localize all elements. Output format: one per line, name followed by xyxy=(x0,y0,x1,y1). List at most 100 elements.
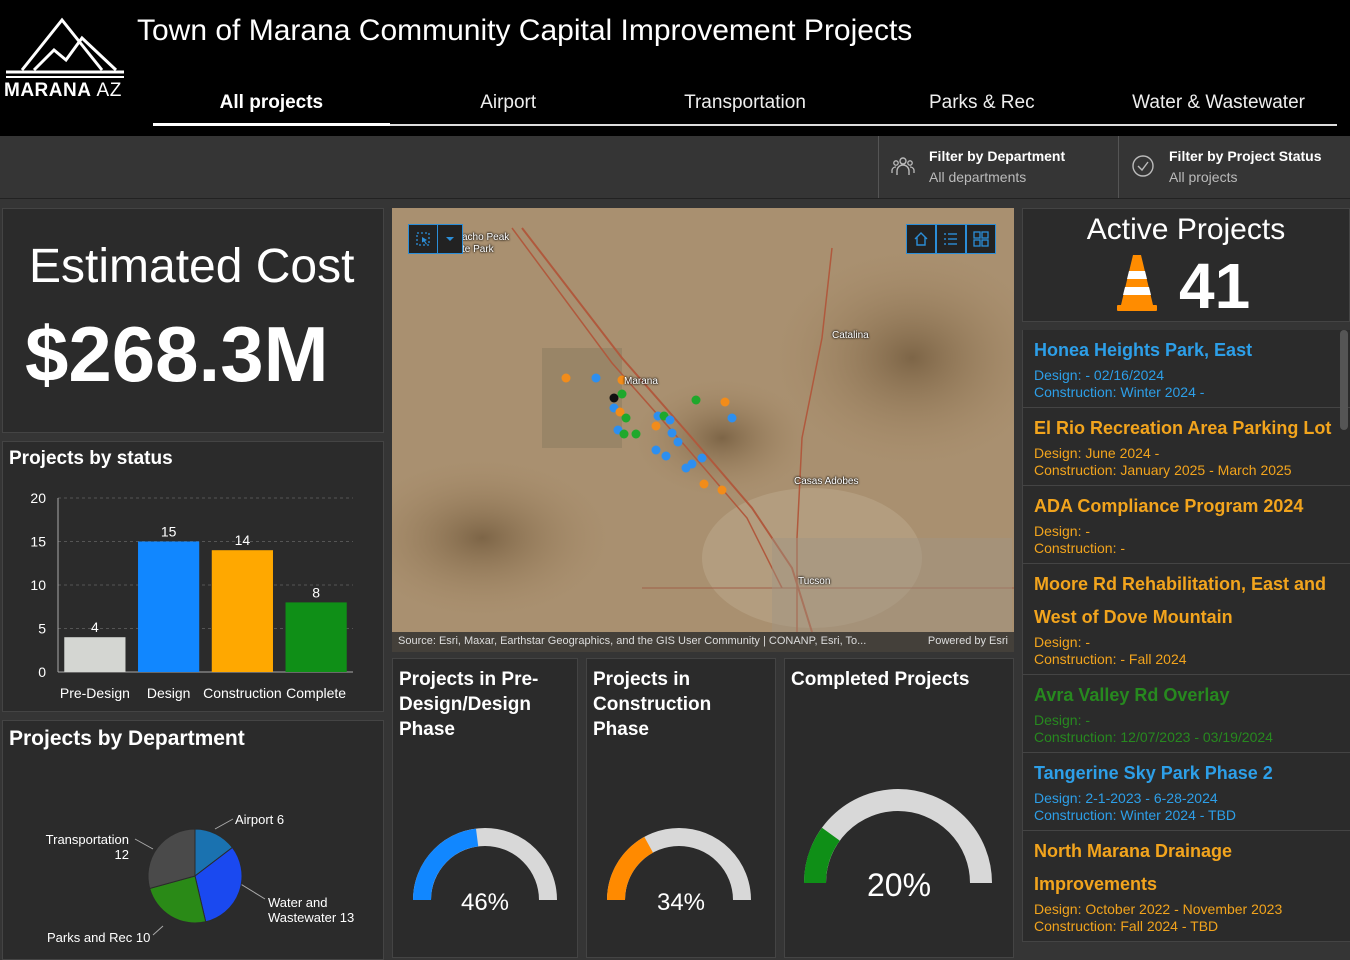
map-marker[interactable] xyxy=(699,479,709,489)
map-marker[interactable] xyxy=(720,397,730,407)
map-marker[interactable] xyxy=(717,485,727,495)
pie-slice[interactable] xyxy=(149,875,207,924)
map-marker[interactable] xyxy=(621,413,631,423)
tab-airport[interactable]: Airport xyxy=(480,92,537,113)
project-title: El Rio Recreation Area Parking Lot xyxy=(1034,418,1332,438)
map-label-tucson: Tucson xyxy=(798,576,831,587)
list-item[interactable]: Tangerine Sky Park Phase 2 Design: 2-1-2… xyxy=(1022,753,1350,831)
filter-department-value: All departments xyxy=(929,169,1027,185)
map-marker[interactable] xyxy=(591,373,601,383)
list-item[interactable]: Moore Rd Rehabilitation, East and West o… xyxy=(1022,564,1350,675)
pie-label-transportation-count: 12 xyxy=(115,847,129,862)
home-button[interactable] xyxy=(906,224,936,254)
tab-all-projects[interactable]: All projects xyxy=(153,86,390,126)
predesign-gauge-value: 46% xyxy=(460,889,510,916)
map-marker[interactable] xyxy=(697,453,707,463)
map-marker[interactable] xyxy=(673,437,683,447)
active-projects-panel: Active Projects 41 xyxy=(1022,208,1350,322)
list-item[interactable]: ADA Compliance Program 2024 Design: - Co… xyxy=(1022,486,1350,564)
pie-label-transportation: Transportation xyxy=(46,832,129,847)
tab-transportation[interactable]: Transportation xyxy=(684,92,806,113)
select-area-icon xyxy=(416,232,430,246)
map-marker[interactable] xyxy=(617,389,627,399)
active-projects-list[interactable]: Honea Heights Park, East Design: - 02/16… xyxy=(1022,330,1350,956)
project-construction: Construction: Winter 2024 - TBD xyxy=(1034,807,1237,823)
project-title: Tangerine Sky Park Phase 2 xyxy=(1034,763,1273,783)
project-construction: Construction: Fall 2024 - TBD xyxy=(1034,918,1219,934)
list-item[interactable]: Honea Heights Park, East Design: - 02/16… xyxy=(1022,330,1350,408)
map-marker[interactable] xyxy=(651,421,661,431)
completed-gauge xyxy=(804,789,992,884)
tab-bar: All projects Airport Transportation Park… xyxy=(153,86,1337,126)
map-marker[interactable] xyxy=(561,373,571,383)
bar[interactable] xyxy=(211,550,273,672)
estimated-cost-label: Estimated Cost xyxy=(29,240,355,293)
x-tick-label: Complete xyxy=(286,685,346,701)
projects-by-department-panel: Projects by Department Airport 6 Transpo… xyxy=(2,720,384,960)
predesign-gauge-fill xyxy=(413,828,479,901)
pie-label-water-count: Wastewater 13 xyxy=(268,910,354,925)
map-marker[interactable] xyxy=(727,413,737,423)
people-icon xyxy=(891,157,915,175)
pie-label-parks: Parks and Rec 10 xyxy=(47,930,150,945)
construction-gauge xyxy=(607,828,751,901)
marana-logo-icon xyxy=(6,17,124,78)
project-construction: Construction: - Fall 2024 xyxy=(1034,651,1187,667)
list-item[interactable]: North Marana Drainage Improvements Desig… xyxy=(1022,831,1350,942)
map-marker[interactable] xyxy=(687,459,697,469)
map-label-marana: Marana xyxy=(624,376,658,387)
traffic-cone-icon xyxy=(1117,255,1157,311)
map-marker[interactable] xyxy=(665,415,675,425)
select-tool-dropdown[interactable] xyxy=(437,224,463,254)
chevron-down-icon xyxy=(446,237,454,241)
bar[interactable] xyxy=(285,602,347,672)
map-marker[interactable] xyxy=(617,375,627,385)
construction-gauge-panel: Projects in Construction Phase 34% xyxy=(586,658,776,958)
filter-department-title: Filter by Department xyxy=(929,148,1066,164)
project-title: Honea Heights Park, East xyxy=(1034,340,1253,360)
home-icon xyxy=(914,232,928,246)
map-marker[interactable] xyxy=(631,429,641,439)
pie-slice[interactable] xyxy=(194,846,243,923)
bar-value-label: 8 xyxy=(312,584,320,600)
map-marker[interactable] xyxy=(609,393,619,403)
filter-department[interactable]: Filter by Department All departments xyxy=(878,136,1118,198)
project-construction: Construction: - xyxy=(1034,540,1126,556)
construction-gauge-title: Projects in Construction Phase xyxy=(593,669,712,740)
list-item[interactable]: Avra Valley Rd Overlay Design: - Constru… xyxy=(1022,675,1350,753)
completed-gauge-title: Completed Projects xyxy=(791,669,970,690)
select-tool-button[interactable] xyxy=(408,224,438,254)
list-item[interactable]: El Rio Recreation Area Parking Lot Desig… xyxy=(1022,408,1350,486)
map-marker[interactable] xyxy=(661,451,671,461)
active-projects-title: Active Projects xyxy=(1086,213,1286,246)
completed-gauge-panel: Completed Projects 20% xyxy=(784,658,1014,958)
projects-by-department-title: Projects by Department xyxy=(9,727,245,750)
bar[interactable] xyxy=(64,637,126,672)
map-marker[interactable] xyxy=(619,429,629,439)
predesign-gauge-title: Projects in Pre- Design/Design Phase xyxy=(399,669,539,740)
project-map[interactable]: Marana Catalina Casas Adobes Tucson acho… xyxy=(392,208,1014,652)
projects-by-status-panel: Projects by status 0 5 10 15 20 4 Pre-Design 15… xyxy=(2,441,384,712)
map-marker[interactable] xyxy=(691,395,701,405)
project-title: North Marana Drainage Improvements xyxy=(1034,841,1233,894)
map-marker[interactable] xyxy=(615,407,625,417)
active-projects-count: 41 xyxy=(1179,250,1251,322)
filter-status[interactable]: Filter by Project Status All projects xyxy=(1118,136,1350,198)
list-scrollbar[interactable] xyxy=(1340,330,1348,430)
map-label-casas-adobes: Casas Adobes xyxy=(794,476,859,487)
basemap-gallery-button[interactable] xyxy=(966,224,996,254)
legend-button[interactable] xyxy=(936,224,966,254)
logo-text: MARANA AZ xyxy=(4,80,122,101)
bar[interactable] xyxy=(138,541,200,673)
project-design: Design: 2-1-2023 - 6-28-2024 xyxy=(1034,790,1218,806)
tab-water-wastewater[interactable]: Water & Wastewater xyxy=(1132,92,1305,113)
project-title: ADA Compliance Program 2024 xyxy=(1034,496,1304,516)
powered-by-esri[interactable]: Powered by Esri xyxy=(927,635,1008,647)
status-bar-chart: 0 5 10 15 20 4 Pre-Design 15 Design 14 Constructio… xyxy=(30,490,353,701)
map-marker[interactable] xyxy=(651,445,661,455)
pie-slice[interactable] xyxy=(147,828,196,890)
map-attribution: Source: Esri, Maxar, Earthstar Geographi… xyxy=(392,632,1014,652)
project-design: Design: - 02/16/2024 xyxy=(1034,367,1164,383)
tab-parks-rec[interactable]: Parks & Rec xyxy=(928,92,1035,113)
map-marker[interactable] xyxy=(667,428,677,438)
